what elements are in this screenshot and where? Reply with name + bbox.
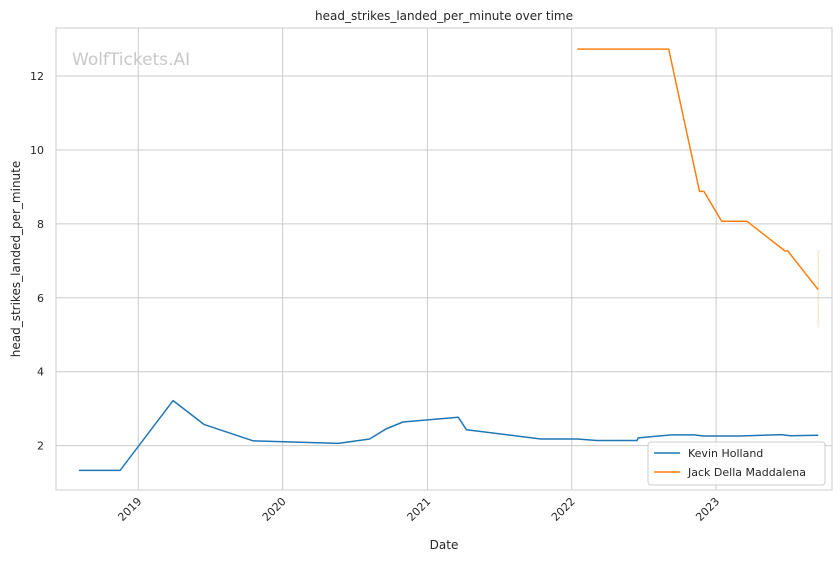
y-tick-label: 8	[37, 218, 44, 231]
chart-title: head_strikes_landed_per_minute over time	[315, 9, 573, 23]
series-line-kevin-holland	[78, 399, 819, 472]
series-layer	[78, 48, 819, 472]
y-tick-label: 2	[37, 440, 44, 453]
y-tick-label: 6	[37, 292, 44, 305]
legend: Kevin Holland Jack Della Maddalena	[647, 441, 826, 486]
legend-label-kevin-holland: Kevin Holland	[688, 447, 763, 460]
y-tick-label: 12	[30, 70, 44, 83]
y-tick-label: 4	[37, 366, 44, 379]
y-axis-label: head_strikes_landed_per_minute	[9, 161, 23, 358]
legend-box	[647, 441, 826, 486]
plot-frame	[55, 27, 833, 491]
watermark: WolfTickets.AI	[72, 50, 190, 70]
y-axis-ticks: 2 4 6 8 10 12	[30, 70, 44, 453]
gridlines	[56, 28, 832, 490]
series-line-jack-della-maddalena	[577, 48, 819, 291]
legend-label-jack-della-maddalena: Jack Della Maddalena	[687, 466, 806, 479]
plot-area	[56, 28, 832, 490]
x-axis-label: Date	[430, 538, 459, 552]
y-tick-label: 10	[30, 144, 44, 157]
